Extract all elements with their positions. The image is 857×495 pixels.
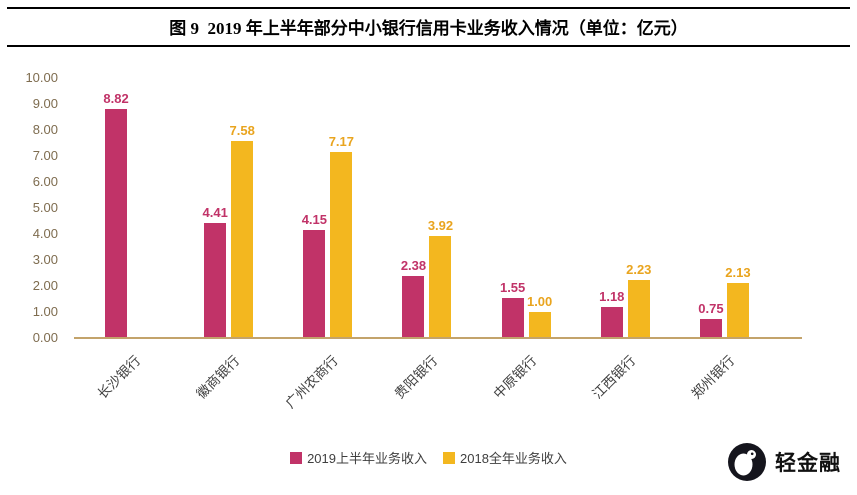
y-tick-label: 10.00 — [25, 70, 58, 85]
logo-text: 轻金融 — [775, 452, 841, 475]
legend-swatch — [443, 451, 455, 464]
x-axis-labels: 长沙银行 徽商银行 广州农商行 贵阳银行 中原银行 江西银行 郑州银行 — [80, 338, 774, 423]
bar-value-label: 2.13 — [725, 264, 751, 280]
bar — [528, 312, 551, 338]
bar — [402, 276, 425, 338]
y-tick-label: 4.00 — [32, 226, 58, 241]
bar — [231, 140, 254, 338]
bar-group: 2.38 3.92 — [400, 218, 454, 338]
category-label: 郑州银行 — [689, 352, 738, 402]
legend-label: 2018全年业务收入 — [460, 451, 567, 466]
bar — [501, 297, 524, 338]
bar-slot: 7.17 — [328, 133, 354, 338]
x-axis-line — [74, 337, 802, 339]
bar-group: 8.82 — [103, 90, 154, 338]
bar-slot: 1.55 — [499, 279, 526, 338]
y-tick-label: 0.00 — [32, 330, 58, 345]
bar-value-label: 2.38 — [400, 258, 427, 274]
bar — [330, 151, 353, 338]
legend-item: 2018全年业务收入 — [443, 448, 567, 467]
bar-group: 1.18 2.23 — [599, 262, 652, 338]
bar-groups: 8.82 4.41 7.58 4.15 7.17 2.38 3.92 1.55 1.00 1.18… — [80, 78, 774, 338]
y-axis: 0.00 1.00 2.00 3.00 4.00 5.00 6.00 7.00 8.00 9.00… — [0, 70, 70, 345]
bar-slot: 4.41 — [202, 205, 228, 338]
logo-icon — [728, 443, 766, 481]
y-tick-label: 1.00 — [32, 304, 58, 319]
chart-title: 图 9 2019 年上半年部分中小银行信用卡业务收入情况（单位：亿元） — [169, 19, 688, 38]
category-label: 中原银行 — [490, 352, 540, 402]
bar — [429, 236, 452, 338]
bar-value-label: 7.58 — [229, 122, 255, 138]
y-tick-label: 5.00 — [32, 200, 58, 215]
plot-area: 8.82 4.41 7.58 4.15 7.17 2.38 3.92 1.55 1.00 1.18… — [74, 78, 802, 411]
bar — [699, 318, 722, 338]
legend-swatch — [290, 451, 303, 464]
bar-value-label: 2.23 — [626, 262, 652, 278]
bar — [105, 108, 128, 338]
category-label: 广州农商行 — [282, 352, 342, 412]
bar — [600, 307, 623, 338]
bar-value-label: 1.55 — [499, 279, 526, 295]
bar — [204, 223, 227, 338]
bar-slot: 2.13 — [725, 264, 751, 338]
category-label: 长沙银行 — [94, 352, 144, 402]
bar-value-label: 4.41 — [202, 205, 228, 221]
bar-group: 0.75 2.13 — [698, 264, 751, 338]
category-label: 贵阳银行 — [391, 352, 441, 402]
y-tick-label: 9.00 — [32, 96, 58, 111]
bar-group: 4.15 7.17 — [301, 133, 354, 338]
bar-value-label: 1.18 — [599, 289, 625, 305]
bar-value-label: 7.17 — [328, 133, 354, 149]
bar-value-label: 4.15 — [301, 212, 327, 228]
bar-group: 4.41 7.58 — [202, 122, 255, 338]
bar-slot: 2.23 — [626, 262, 652, 338]
legend-label: 2019上半年业务收入 — [307, 451, 427, 466]
bar-group: 1.55 1.00 — [499, 279, 553, 338]
y-tick-label: 7.00 — [32, 148, 58, 163]
bar-slot: 0.75 — [698, 300, 724, 338]
bar-value-label: 0.75 — [698, 300, 724, 316]
category-label: 江西银行 — [589, 352, 639, 402]
bar-slot: 4.15 — [301, 212, 327, 338]
bar-slot: 7.58 — [229, 122, 255, 338]
qingjinrong-logo: 轻金融 — [727, 442, 841, 482]
y-tick-label: 3.00 — [32, 252, 58, 267]
bar-slot: 3.92 — [427, 218, 454, 338]
bar-slot: 1.00 — [526, 294, 553, 338]
title-bottom-rule — [7, 45, 850, 47]
y-tick-label: 6.00 — [32, 174, 58, 189]
y-tick-label: 2.00 — [32, 278, 58, 293]
category-label: 徽商银行 — [193, 352, 243, 402]
bar-slot: 2.38 — [400, 258, 427, 338]
bar-value-label: 8.82 — [103, 90, 129, 106]
bar-slot: 1.18 — [599, 289, 625, 338]
bar — [303, 230, 326, 338]
legend-item: 2019上半年业务收入 — [290, 448, 427, 467]
bar-value-label: 1.00 — [526, 294, 553, 309]
bar-value-label: 3.92 — [427, 218, 454, 234]
bar — [726, 282, 749, 338]
y-tick-label: 8.00 — [32, 122, 58, 137]
bar — [627, 280, 650, 338]
legend: 2019上半年业务收入 2018全年业务收入 — [0, 448, 857, 467]
title-top-rule — [7, 7, 850, 9]
bar-slot: 8.82 — [103, 90, 129, 338]
